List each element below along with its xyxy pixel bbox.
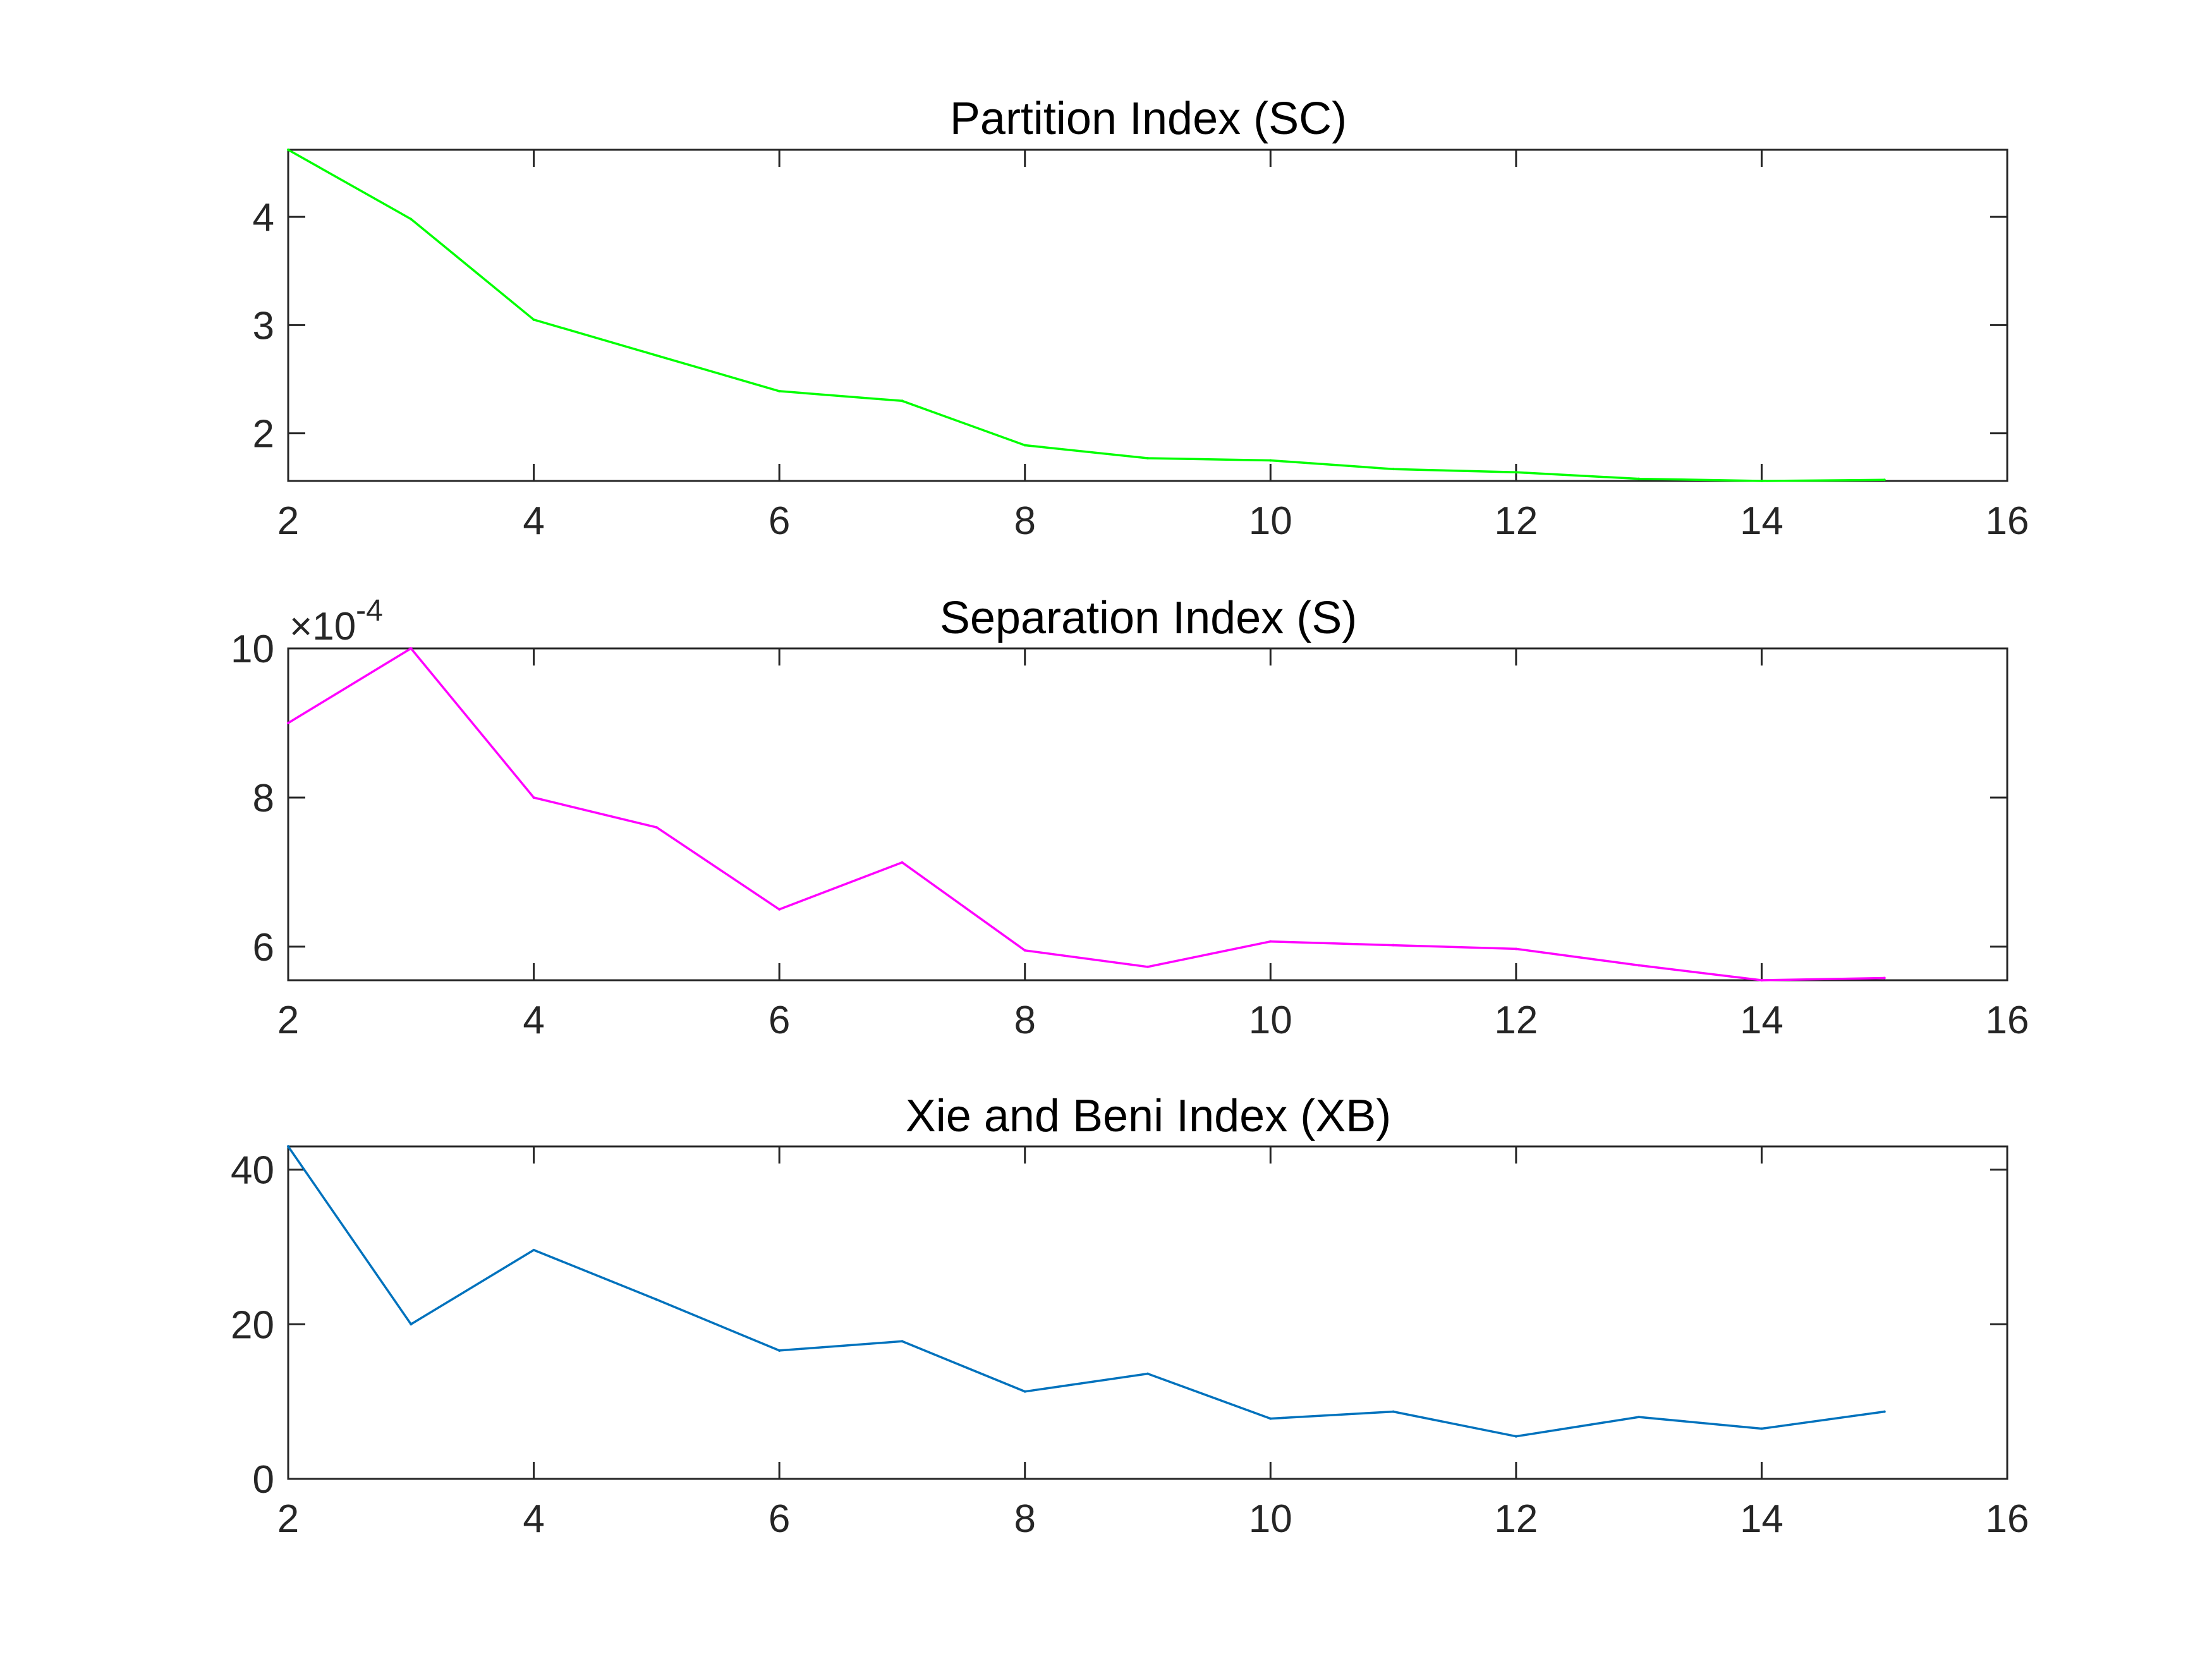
partition-index-data-point xyxy=(655,354,658,357)
partition-index-x-tick-label: 6 xyxy=(769,499,790,543)
partition-index-data-point xyxy=(1392,468,1395,471)
separation-index-x-tick-label: 4 xyxy=(523,999,544,1042)
separation-index-data-point xyxy=(1023,949,1026,952)
separation-index-data-point xyxy=(1514,947,1517,951)
separation-index-title: Separation Index (S) xyxy=(940,593,1357,643)
separation-index-series-line xyxy=(288,647,1885,981)
separation-index-y-tick-label: 6 xyxy=(253,926,274,969)
xie-beni-index-data-point xyxy=(1638,1416,1641,1419)
xie-beni-index-data-point xyxy=(1883,1410,1886,1413)
separation-index-x-tick-label: 12 xyxy=(1494,999,1538,1042)
separation-index-data-point xyxy=(655,826,658,829)
partition-index-series-line xyxy=(288,149,1885,482)
separation-index-y-tick-label: 8 xyxy=(253,777,274,820)
y-exponent-value: -4 xyxy=(356,594,383,628)
xie-beni-index-title: Xie and Beni Index (XB) xyxy=(906,1091,1391,1141)
partition-index-y-tick-label: 3 xyxy=(253,304,274,348)
partition-index-data-point xyxy=(1638,477,1641,480)
partition-index-x-tick-label: 12 xyxy=(1494,499,1538,543)
partition-index-x-tick-label: 10 xyxy=(1249,499,1292,543)
partition-index-data-point xyxy=(1760,480,1763,482)
separation-index-x-tick-label: 6 xyxy=(769,999,790,1042)
xie-beni-index-series-line xyxy=(287,1146,1885,1438)
xie-beni-index-data-point xyxy=(1269,1417,1272,1420)
xie-beni-index-data-point xyxy=(901,1340,904,1343)
xie-beni-index-data-point xyxy=(1760,1427,1763,1430)
partition-index-data-point xyxy=(901,399,904,403)
partition-index-data-point xyxy=(1514,471,1517,474)
xie-beni-index-x-tick-label: 8 xyxy=(1014,1497,1035,1541)
times-ten-label: ×10 xyxy=(289,605,356,648)
xie-beni-index-x-tick-label: 10 xyxy=(1249,1497,1292,1541)
partition-index-y-tick-label: 2 xyxy=(253,413,274,456)
partition-index-x-tick-label: 14 xyxy=(1740,499,1784,543)
separation-index-x-tick-label: 14 xyxy=(1740,999,1784,1042)
partition-index-axes-box xyxy=(287,149,2008,482)
separation-index-data-point xyxy=(901,861,904,864)
xie-beni-index-data-point xyxy=(1514,1435,1517,1438)
xie-beni-index-data-point xyxy=(655,1298,658,1301)
separation-index-x-tick-label: 10 xyxy=(1249,999,1292,1042)
xie-beni-index-y-tick-label: 40 xyxy=(231,1149,274,1193)
separation-index-data-point xyxy=(1392,944,1395,947)
separation-index-data-point xyxy=(1883,976,1886,980)
partition-index-data-point xyxy=(778,389,781,392)
xie-beni-index-data-point xyxy=(1146,1372,1149,1375)
separation-index-y-tick-label: 10 xyxy=(231,628,274,671)
xie-beni-index-x-tick-label: 2 xyxy=(277,1497,299,1541)
separation-index-data-point xyxy=(1638,964,1641,967)
xie-beni-index-data-point xyxy=(287,1145,289,1148)
separation-index-panel: Separation Index (S) ×10-4 2 4 6 8 10 12 14 16 6… xyxy=(231,593,2029,1042)
partition-index-x-tick-label: 4 xyxy=(523,499,544,543)
xie-beni-index-y-tick-label: 0 xyxy=(253,1458,274,1502)
xie-beni-index-y-tick-label: 20 xyxy=(231,1303,274,1347)
xie-beni-index-x-tick-label: 4 xyxy=(523,1497,544,1541)
xie-beni-index-x-tick-label: 6 xyxy=(769,1497,790,1541)
separation-index-data-point xyxy=(1146,965,1149,968)
partition-index-data-point xyxy=(410,217,413,221)
separation-index-data-point xyxy=(1269,940,1272,943)
xie-beni-index-x-tick-label: 16 xyxy=(1986,1497,2029,1541)
separation-index-x-tick-label: 2 xyxy=(277,999,299,1042)
xie-beni-index-data-point xyxy=(410,1323,413,1326)
partition-index-x-tick-label: 16 xyxy=(1986,499,2029,543)
xie-beni-index-x-tick-label: 12 xyxy=(1494,1497,1538,1541)
partition-index-y-tick-label: 4 xyxy=(253,196,274,240)
partition-index-data-point xyxy=(532,318,535,321)
y-exponent-label: ×10-4 xyxy=(289,594,383,648)
xie-beni-index-panel: Xie and Beni Index (XB) 2 4 6 8 10 12 14 16 0 20 4… xyxy=(231,1091,2029,1541)
xie-beni-index-x-tick-label: 14 xyxy=(1740,1497,1784,1541)
partition-index-data-point xyxy=(1883,478,1886,482)
separation-index-x-tick-label: 8 xyxy=(1014,999,1035,1042)
xie-beni-index-data-point xyxy=(778,1349,781,1352)
partition-index-x-tick-label: 2 xyxy=(277,499,299,543)
partition-index-data-point xyxy=(287,149,289,151)
separation-index-data-point xyxy=(1760,979,1763,981)
xie-beni-index-data-point xyxy=(1023,1390,1026,1393)
partition-index-data-point xyxy=(1023,444,1026,447)
partition-index-panel: Partition Index (SC) 2 4 6 8 10 12 14 16 2 3 4 xyxy=(253,94,2029,543)
xie-beni-index-data-point xyxy=(532,1248,535,1251)
separation-index-data-point xyxy=(410,647,413,650)
separation-index-data-point xyxy=(287,721,289,724)
partition-index-data-point xyxy=(1146,457,1149,460)
xie-beni-index-axes-box xyxy=(287,1145,2008,1480)
partition-index-data-point xyxy=(1269,459,1272,462)
xie-beni-index-data-point xyxy=(1392,1410,1395,1413)
partition-index-x-tick-label: 8 xyxy=(1014,499,1035,543)
partition-index-title: Partition Index (SC) xyxy=(950,94,1347,144)
separation-index-data-point xyxy=(778,908,781,911)
separation-index-axes-box xyxy=(287,647,2008,981)
separation-index-data-point xyxy=(532,796,535,799)
separation-index-x-tick-label: 16 xyxy=(1986,999,2029,1042)
